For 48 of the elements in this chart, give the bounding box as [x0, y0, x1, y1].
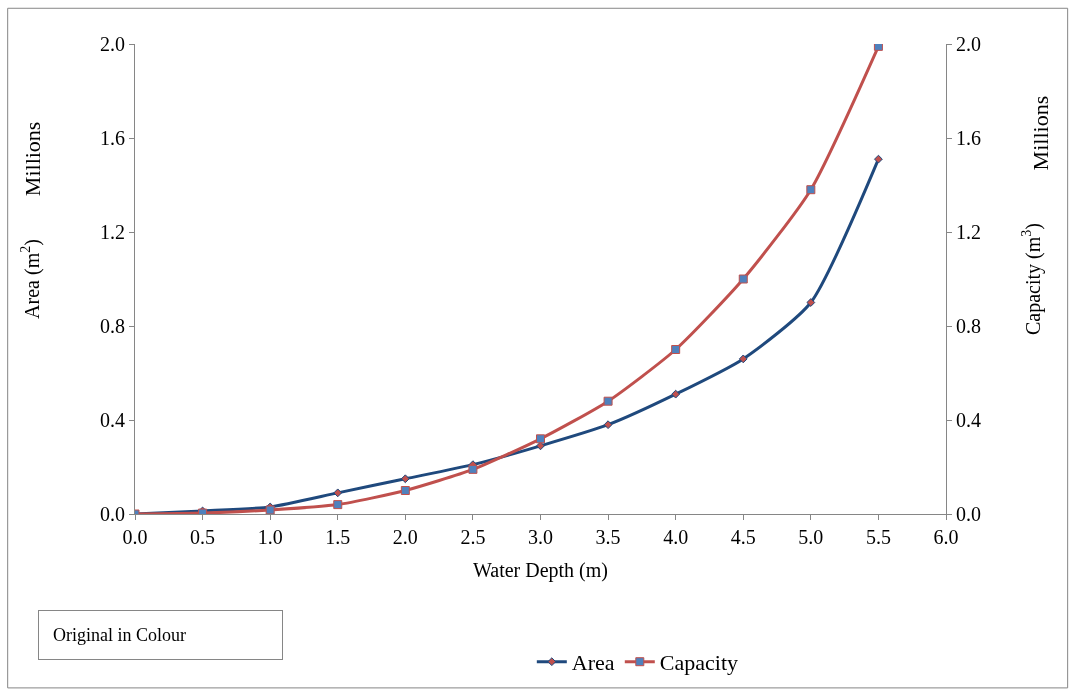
- text: Millions: [1027, 95, 1053, 171]
- point: [738, 274, 748, 284]
- x-tick-label: 0.0: [122, 526, 148, 548]
- x-tick-label: 2.0: [392, 526, 418, 548]
- point: [671, 389, 681, 399]
- point: [873, 44, 883, 51]
- point: [400, 486, 410, 495]
- point: [738, 354, 748, 364]
- text: Original in Colour: [53, 625, 186, 645]
- y2-tick-label: 0.4: [956, 409, 981, 431]
- point: [468, 464, 478, 474]
- y-tick-label: 2.0: [100, 33, 125, 55]
- x-tick-label: 3.5: [595, 526, 621, 548]
- point: [333, 500, 343, 510]
- y-tick-label: 0.8: [100, 315, 125, 337]
- x-tick-label: 2.5: [460, 526, 486, 548]
- x-tick-label: 1.0: [257, 526, 283, 548]
- legend-label: Capacity: [659, 650, 738, 676]
- point: [874, 154, 883, 164]
- x-tick-label: 6.0: [933, 526, 959, 548]
- x-tick-label: 4.5: [730, 526, 756, 548]
- y-tick-label: 0.4: [100, 409, 125, 431]
- point: [671, 345, 681, 354]
- y2-tick-label: 1.6: [956, 127, 981, 149]
- y2-tick-label: 0.0: [956, 503, 981, 525]
- point: [806, 185, 816, 195]
- x-tick-label: 0.5: [190, 526, 216, 548]
- x-tick-label: 3.0: [528, 526, 553, 548]
- y2-tick-label: 2.0: [956, 33, 981, 55]
- legend-label: Area: [571, 650, 615, 676]
- point: [603, 420, 613, 430]
- y2-tick-label: 1.2: [956, 221, 981, 243]
- y2-tick-label: 0.8: [956, 315, 981, 337]
- point: [536, 434, 545, 444]
- x-axis-title: Water Depth (m): [473, 558, 608, 582]
- y-tick-label: 1.2: [100, 221, 125, 243]
- point: [806, 298, 816, 307]
- x-tick-label: 5.0: [798, 526, 824, 548]
- x-tick-label: 1.5: [325, 526, 351, 548]
- text: Millions: [19, 121, 45, 197]
- y-tick-label: 0.0: [100, 503, 125, 525]
- point: [333, 488, 343, 498]
- y-tick-label: 1.6: [100, 127, 125, 149]
- point: [536, 441, 545, 451]
- x-tick-label: 4.0: [663, 526, 689, 548]
- point: [400, 474, 410, 484]
- point: [603, 396, 613, 406]
- x-tick-label: 5.5: [865, 526, 891, 548]
